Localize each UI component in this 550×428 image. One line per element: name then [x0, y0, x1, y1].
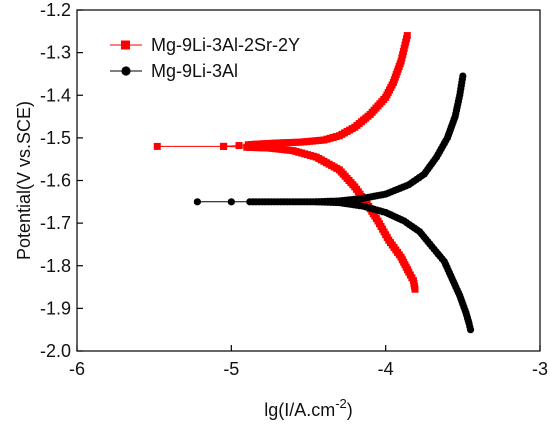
legend-item-sr-y-marker [121, 40, 130, 50]
x-tick-label: -6 [69, 359, 85, 379]
series-base-point [466, 326, 475, 334]
x-tick-label: -4 [378, 359, 394, 379]
series-base-point [459, 72, 467, 80]
series-sr-y-point [403, 32, 411, 40]
series-sr-y-point [243, 143, 251, 151]
series-base-point [193, 198, 201, 206]
y-tick-label: -1.8 [40, 256, 71, 276]
x-tick-label: -5 [223, 359, 239, 379]
plot-frame [76, 9, 541, 352]
y-tick-label: -1.7 [40, 213, 71, 233]
x-axis-title-close: ) [347, 400, 353, 420]
y-tick-label: -1.3 [40, 43, 71, 63]
series-sr-y-point [411, 285, 419, 293]
axis-ticks [76, 9, 541, 352]
series-layer [153, 32, 475, 334]
legend-item-base-marker [121, 66, 131, 76]
x-axis-title: lg(I/A.cm-2) [264, 396, 353, 420]
y-axis-title: Potential(V vs.SCE) [14, 101, 34, 260]
series-sr-y-point [235, 142, 243, 150]
legend-item-base-label: Mg-9Li-3Al [151, 61, 238, 81]
y-tick-label: -1.5 [40, 128, 71, 148]
series-sr-y [153, 32, 419, 293]
y-tick-label: -1.6 [40, 171, 71, 191]
series-sr-y-cathodic-line [223, 145, 416, 290]
y-tick-label: -1.9 [40, 298, 71, 318]
x-axis-title-superscript: -2 [335, 396, 347, 411]
legend: Mg-9Li-3Al-2Sr-2Y Mg-9Li-3Al [110, 35, 300, 81]
series-sr-y-point [153, 142, 161, 150]
series-sr-y-point [220, 142, 228, 150]
legend-item-sr-y: Mg-9Li-3Al-2Sr-2Y [110, 35, 300, 55]
x-axis-title-main: lg(I/A.cm [264, 400, 335, 420]
legend-item-sr-y-label: Mg-9Li-3Al-2Sr-2Y [151, 35, 300, 55]
y-tick-label: -2.0 [40, 341, 71, 361]
y-tick-label: -1.2 [40, 0, 71, 20]
series-base [193, 72, 475, 334]
y-tick-label: -1.4 [40, 85, 71, 105]
legend-item-base: Mg-9Li-3Al [110, 61, 238, 81]
tick-labels: -6 -5 -4 -3 -1.2 -1.3 -1.4 -1.5 -1.6 -1.7 -1.8 -1.9… [40, 0, 548, 379]
series-base-point [227, 198, 235, 206]
x-tick-label: -3 [532, 359, 548, 379]
